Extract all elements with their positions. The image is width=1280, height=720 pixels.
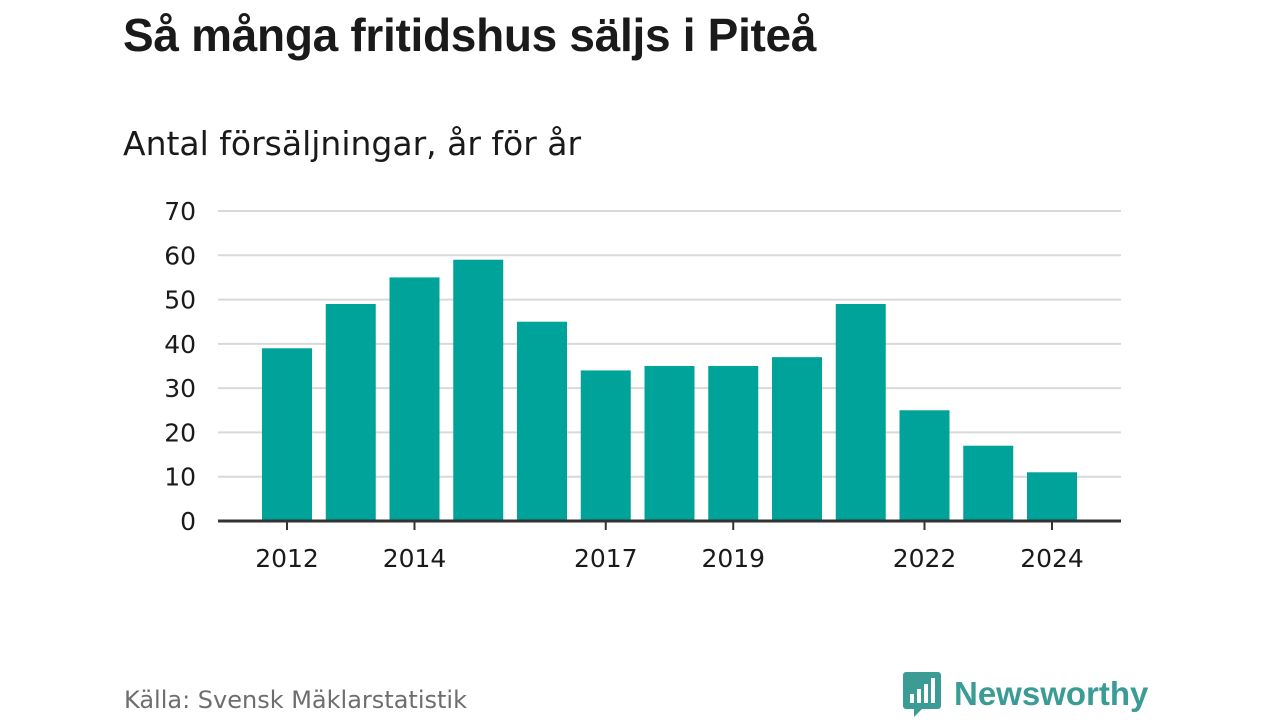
source-note: Källa: Svensk Mäklarstatistik bbox=[124, 686, 467, 714]
y-tick-label: 70 bbox=[164, 197, 196, 226]
y-tick-label: 50 bbox=[164, 286, 196, 315]
x-tick-label: 2024 bbox=[1020, 544, 1084, 573]
bar-2015 bbox=[453, 259, 504, 521]
x-tick-label: 2019 bbox=[701, 544, 765, 573]
bar-2024 bbox=[1027, 472, 1077, 521]
bar-2012 bbox=[262, 348, 312, 521]
x-tick-label: 2017 bbox=[574, 544, 638, 573]
bar-2022 bbox=[899, 410, 950, 521]
y-axis-ticks: 0 10 20 30 40 50 60 70 bbox=[164, 197, 196, 536]
y-tick-label: 60 bbox=[164, 241, 196, 270]
chart-subtitle: Antal försäljningar, år för år bbox=[123, 124, 582, 163]
bar-chart-speech-bubble-icon bbox=[903, 672, 941, 717]
bar-2016 bbox=[517, 321, 567, 521]
y-tick-label: 0 bbox=[180, 507, 196, 536]
bar-2018 bbox=[644, 366, 695, 521]
bar-2019 bbox=[708, 366, 759, 521]
x-tick-label: 2012 bbox=[255, 544, 319, 573]
bar-2023 bbox=[963, 445, 1014, 521]
bar-2013 bbox=[325, 304, 376, 521]
x-tick-label: 2014 bbox=[383, 544, 447, 573]
bar-2014 bbox=[389, 277, 440, 521]
x-axis-ticks: 2012 2014 2017 2019 2022 2024 bbox=[255, 521, 1084, 573]
y-tick-label: 40 bbox=[164, 330, 196, 359]
brand-logo: Newsworthy bbox=[902, 670, 1148, 718]
bars bbox=[262, 259, 1077, 521]
y-tick-label: 20 bbox=[164, 418, 196, 447]
y-tick-label: 30 bbox=[164, 374, 196, 403]
chart-title: Så många fritidshus säljs i Piteå bbox=[123, 9, 817, 61]
bar-2017 bbox=[580, 370, 631, 521]
bar-2021 bbox=[835, 304, 886, 521]
brand-name: Newsworthy bbox=[954, 675, 1149, 712]
bar-2020 bbox=[772, 357, 822, 521]
y-tick-label: 10 bbox=[164, 463, 196, 492]
x-tick-label: 2022 bbox=[893, 544, 957, 573]
